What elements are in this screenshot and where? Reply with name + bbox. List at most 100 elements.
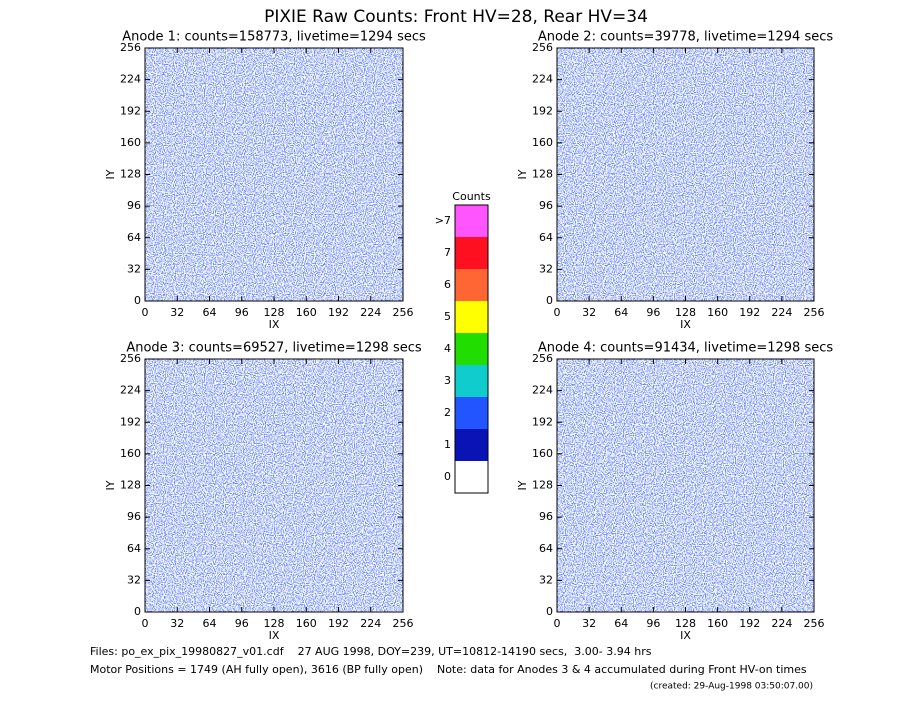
x-tick-label: 32 (582, 306, 596, 319)
y-tick-label: 224 (120, 384, 141, 397)
y-axis-label: IY (516, 480, 529, 490)
x-tick-label: 128 (264, 617, 285, 630)
x-tick-label: 128 (675, 617, 696, 630)
x-tick-label: 192 (328, 617, 349, 630)
y-tick-label: 160 (120, 136, 141, 149)
y-tick-label: 224 (532, 73, 553, 86)
x-tick-label: 96 (646, 306, 660, 319)
x-tick-label: 160 (296, 306, 317, 319)
y-tick-label: 192 (120, 415, 141, 428)
colorbar-label: 4 (444, 342, 451, 355)
colorbar-label: 3 (444, 374, 451, 387)
y-tick-label: 96 (127, 199, 141, 212)
colorbar-swatch (455, 397, 488, 429)
colorbar-title: Counts (452, 190, 491, 203)
heatmap-image (557, 359, 814, 612)
x-tick-label: 160 (707, 306, 728, 319)
x-tick-label: 256 (393, 617, 414, 630)
colorbar-label: 7 (444, 246, 451, 259)
colorbar-swatch (455, 269, 488, 301)
x-tick-label: 64 (614, 617, 628, 630)
x-tick-label: 192 (328, 306, 349, 319)
y-tick-label: 96 (539, 510, 553, 523)
panel-title: Anode 4: counts=91434, livetime=1298 sec… (538, 341, 834, 356)
x-tick-label: 96 (646, 617, 660, 630)
footer-created: (created: 29-Aug-1998 03:50:07.00) (650, 682, 813, 692)
x-tick-label: 256 (804, 617, 825, 630)
y-axis-label: IY (104, 480, 117, 490)
x-tick-label: 224 (360, 617, 381, 630)
y-tick-label: 96 (539, 199, 553, 212)
x-axis-label: IX (269, 318, 280, 331)
x-tick-label: 96 (235, 617, 249, 630)
y-tick-label: 0 (134, 294, 141, 307)
heatmap-image (557, 48, 814, 301)
y-axis-label: IY (516, 169, 529, 179)
colorbar-label: >7 (435, 214, 451, 227)
x-tick-label: 0 (142, 617, 149, 630)
panel-title: Anode 3: counts=69527, livetime=1298 sec… (126, 341, 422, 356)
panel-title: Anode 1: counts=158773, livetime=1294 se… (122, 30, 426, 45)
x-tick-label: 0 (554, 306, 561, 319)
x-tick-label: 64 (614, 306, 628, 319)
footer-motor: Motor Positions = 1749 (AH fully open), … (90, 663, 807, 676)
colorbar-label: 2 (444, 406, 451, 419)
x-tick-label: 160 (707, 617, 728, 630)
y-tick-label: 0 (134, 605, 141, 618)
colorbar-swatch (455, 301, 488, 333)
x-tick-label: 256 (393, 306, 414, 319)
y-tick-label: 160 (532, 136, 553, 149)
y-tick-label: 32 (539, 262, 553, 275)
x-axis-label: IX (680, 629, 691, 642)
y-tick-label: 256 (120, 352, 141, 365)
x-axis-label: IX (269, 629, 280, 642)
y-tick-label: 192 (532, 415, 553, 428)
y-tick-label: 256 (532, 41, 553, 54)
heatmap-image (145, 48, 403, 301)
y-tick-label: 128 (120, 168, 141, 181)
y-tick-label: 192 (532, 104, 553, 117)
y-tick-label: 192 (120, 104, 141, 117)
colorbar-swatch (455, 237, 488, 269)
x-axis-label: IX (680, 318, 691, 331)
colorbar-label: 5 (444, 310, 451, 323)
y-tick-label: 32 (539, 573, 553, 586)
y-tick-label: 160 (532, 447, 553, 460)
y-tick-label: 32 (127, 262, 141, 275)
colorbar-swatch (455, 429, 488, 461)
x-tick-label: 0 (142, 306, 149, 319)
y-tick-label: 224 (120, 73, 141, 86)
colorbar-label: 0 (444, 470, 451, 483)
y-tick-label: 32 (127, 573, 141, 586)
y-tick-label: 160 (120, 447, 141, 460)
x-tick-label: 128 (264, 306, 285, 319)
colorbar-label: 1 (444, 438, 451, 451)
y-tick-label: 64 (127, 231, 141, 244)
x-tick-label: 224 (771, 306, 792, 319)
y-tick-label: 224 (532, 384, 553, 397)
y-tick-label: 128 (532, 168, 553, 181)
y-tick-label: 128 (532, 479, 553, 492)
x-tick-label: 0 (554, 617, 561, 630)
x-tick-label: 96 (235, 306, 249, 319)
y-tick-label: 128 (120, 479, 141, 492)
colorbar-swatch (455, 205, 488, 237)
colorbar-swatch (455, 365, 488, 397)
colorbar-swatch (455, 333, 488, 365)
x-tick-label: 192 (739, 306, 760, 319)
x-tick-label: 64 (203, 617, 217, 630)
x-tick-label: 64 (203, 306, 217, 319)
page-title: PIXIE Raw Counts: Front HV=28, Rear HV=3… (264, 7, 648, 27)
x-tick-label: 256 (804, 306, 825, 319)
y-tick-label: 256 (120, 41, 141, 54)
x-tick-label: 128 (675, 306, 696, 319)
y-tick-label: 256 (532, 352, 553, 365)
x-tick-label: 224 (771, 617, 792, 630)
y-tick-label: 64 (539, 542, 553, 555)
y-axis-label: IY (104, 169, 117, 179)
colorbar-label: 6 (444, 278, 451, 291)
panel-title: Anode 2: counts=39778, livetime=1294 sec… (538, 30, 834, 45)
colorbar-frame (454, 204, 489, 494)
x-tick-label: 32 (170, 617, 184, 630)
